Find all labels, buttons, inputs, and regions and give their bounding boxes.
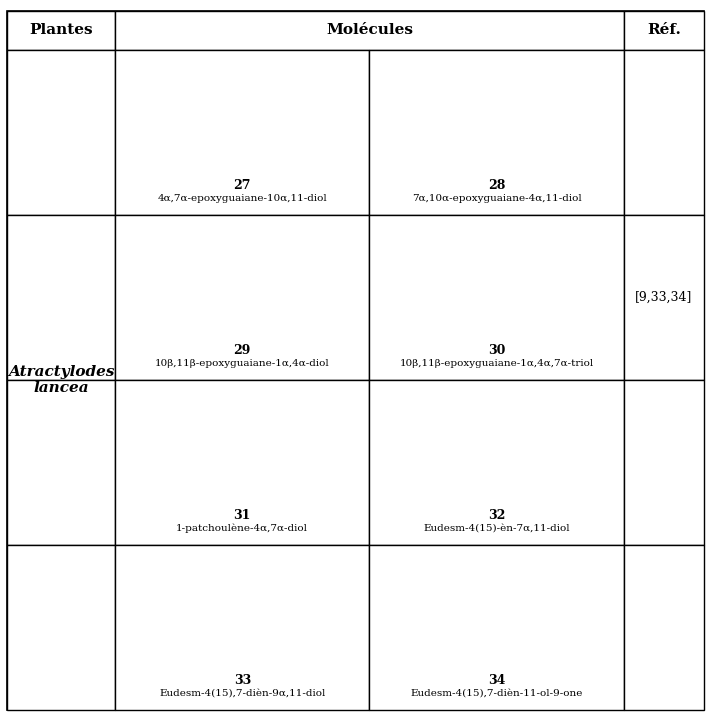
Bar <box>370 215 624 380</box>
Bar <box>115 380 370 545</box>
Text: Eudesm-4(15)-èn-7α,11-diol: Eudesm-4(15)-èn-7α,11-diol <box>423 524 570 533</box>
Bar <box>7 50 115 215</box>
Bar <box>115 545 370 710</box>
Bar <box>7 11 115 50</box>
Bar <box>624 380 704 545</box>
Text: Atractylodes
lancea: Atractylodes lancea <box>8 365 114 395</box>
Text: 10β,11β-epoxyguaiane-1α,4α,7α-triol: 10β,11β-epoxyguaiane-1α,4α,7α-triol <box>400 359 594 368</box>
Text: 29: 29 <box>234 344 251 357</box>
Bar <box>370 50 624 215</box>
Bar <box>115 50 370 215</box>
Bar <box>7 545 115 710</box>
Text: 30: 30 <box>488 344 506 357</box>
Bar <box>624 545 704 710</box>
Bar <box>624 11 704 50</box>
Text: 33: 33 <box>234 674 251 687</box>
Bar <box>624 215 704 380</box>
Text: 31: 31 <box>234 509 251 522</box>
Text: 10β,11β-epoxyguaiane-1α,4α-diol: 10β,11β-epoxyguaiane-1α,4α-diol <box>155 359 330 368</box>
Text: 27: 27 <box>233 179 251 192</box>
Text: [9,33,34]: [9,33,34] <box>635 291 693 304</box>
Text: 7α,10α-epoxyguaiane-4α,11-diol: 7α,10α-epoxyguaiane-4α,11-diol <box>412 194 582 203</box>
Text: Molécules: Molécules <box>326 24 413 37</box>
Bar <box>115 215 370 380</box>
Text: 1-patchoulène-4α,7α-diol: 1-patchoulène-4α,7α-diol <box>176 523 309 533</box>
Text: 32: 32 <box>488 509 506 522</box>
Text: 28: 28 <box>488 179 506 192</box>
Text: 4α,7α-epoxyguaiane-10α,11-diol: 4α,7α-epoxyguaiane-10α,11-diol <box>157 194 327 203</box>
Bar <box>370 380 624 545</box>
Bar <box>624 50 704 215</box>
Bar <box>115 11 624 50</box>
Text: Eudesm-4(15),7-dièn-9α,11-diol: Eudesm-4(15),7-dièn-9α,11-diol <box>159 689 326 698</box>
Bar <box>7 215 115 380</box>
Bar <box>7 380 115 545</box>
Bar <box>370 545 624 710</box>
Text: Réf.: Réf. <box>647 24 680 37</box>
Text: 34: 34 <box>488 674 506 687</box>
Text: Eudesm-4(15),7-dièn-11-ol-9-one: Eudesm-4(15),7-dièn-11-ol-9-one <box>410 689 583 698</box>
Text: Plantes: Plantes <box>29 24 93 37</box>
